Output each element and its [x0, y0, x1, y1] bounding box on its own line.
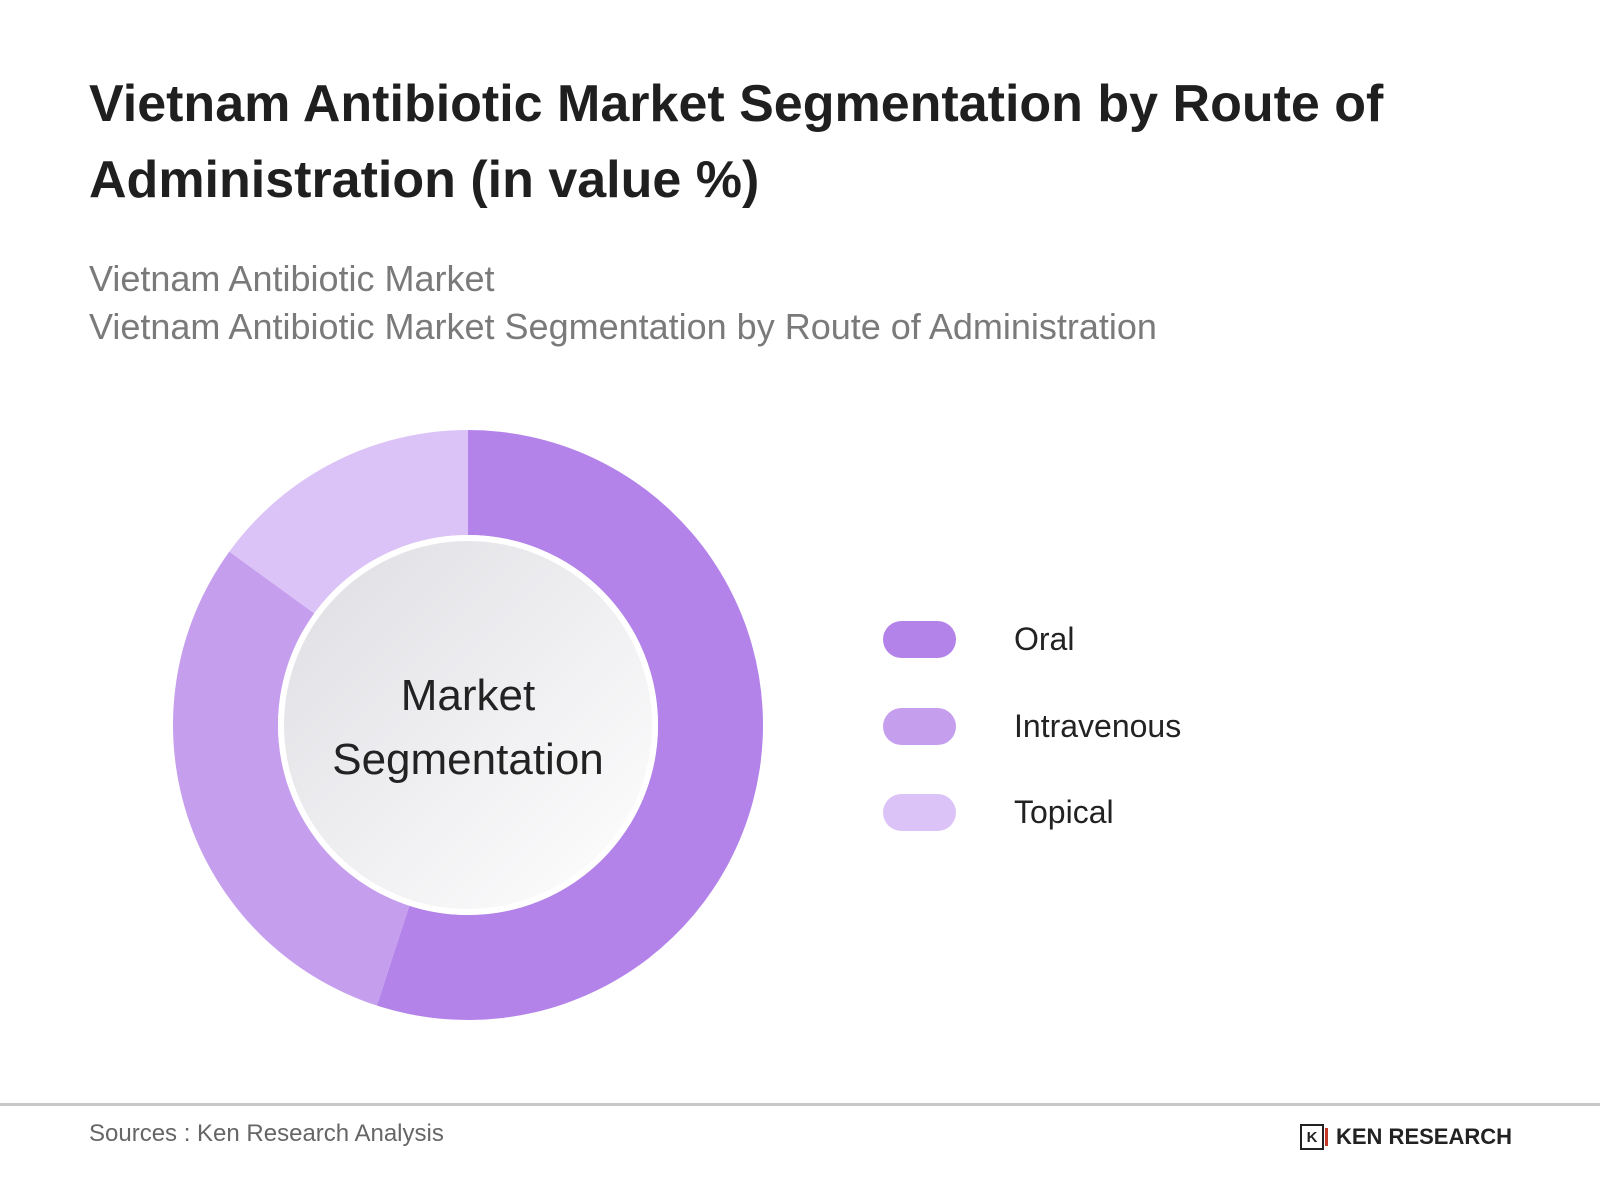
center-label-line-1: Market — [400, 671, 536, 720]
chart-title: Vietnam Antibiotic Market Segmentation b… — [89, 75, 1384, 209]
logo-mark-icon: K — [1300, 1124, 1328, 1150]
legend-item-intravenous: Intravenous — [883, 707, 1181, 745]
chart-subtitle-2: Vietnam Antibiotic Market Segmentation b… — [89, 306, 1157, 347]
footer-divider — [0, 1103, 1600, 1106]
legend-label: Oral — [1014, 620, 1075, 657]
legend-label: Intravenous — [1014, 707, 1182, 744]
center-label-line-2: Segmentation — [332, 735, 604, 784]
slice-intravenous — [172, 551, 410, 1006]
slice-oral — [376, 430, 764, 1020]
legend-item-oral: Oral — [883, 620, 1074, 658]
legend-item-topical: Topical — [883, 793, 1114, 831]
chart-subtitle-1: Vietnam Antibiotic Market — [89, 258, 495, 299]
logo-text: KEN RESEARCH — [1336, 1124, 1513, 1149]
legend-swatch — [883, 707, 956, 745]
donut-hole — [284, 541, 652, 909]
donut-chart — [172, 430, 764, 1020]
legend-label: Topical — [1014, 793, 1114, 830]
legend-swatch — [883, 620, 956, 658]
legend-swatch — [883, 793, 956, 831]
source-note: Sources : Ken Research Analysis — [89, 1120, 444, 1147]
center-label: Market Segmentation — [268, 664, 668, 792]
slice-topical — [229, 430, 468, 614]
ken-research-logo: K KEN RESEARCH — [1300, 1124, 1512, 1150]
